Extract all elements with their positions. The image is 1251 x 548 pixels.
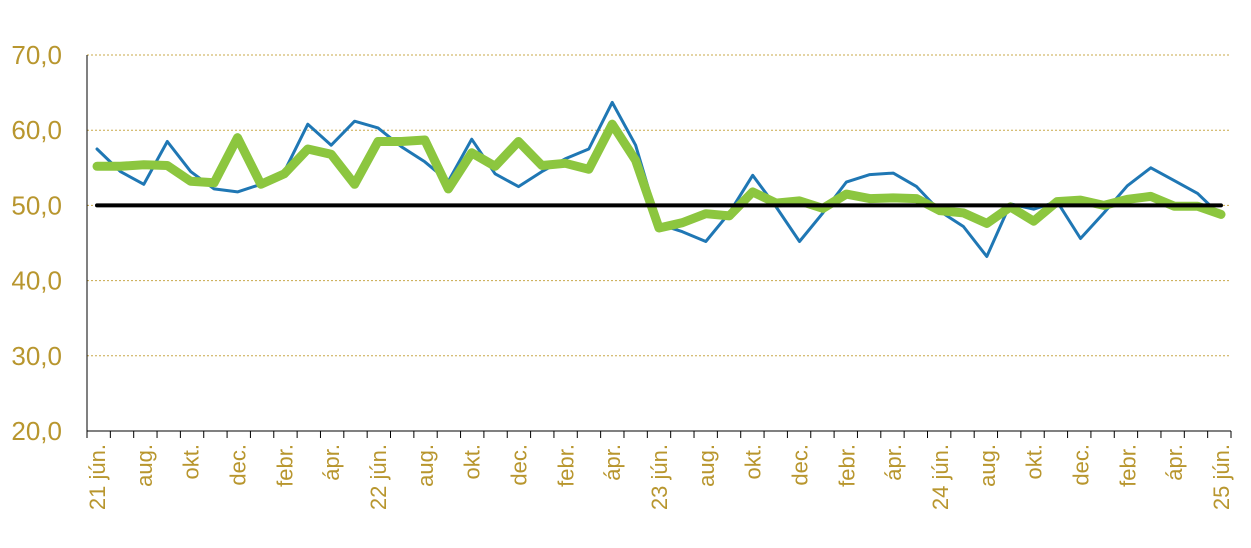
x-axis-ticks	[86, 431, 1232, 438]
x-axis-tick-labels: 21 jún. aug. okt. dec. febr. ápr. 22 jún. aug. o…	[85, 444, 1234, 510]
x-tick-label: okt.	[1022, 444, 1047, 479]
y-tick-label: 60,0	[11, 115, 62, 145]
x-tick-label: febr.	[272, 444, 297, 487]
x-tick-label: 24 jún.	[928, 444, 953, 510]
x-tick-label: febr.	[1115, 444, 1140, 487]
x-tick-label: febr.	[553, 444, 578, 487]
x-tick-label: ápr.	[1162, 444, 1187, 481]
x-tick-label: 21 jún.	[85, 444, 110, 510]
x-tick-label: dec.	[507, 444, 532, 486]
x-tick-label: 22 jún.	[366, 444, 391, 510]
x-tick-label: febr.	[834, 444, 859, 487]
x-tick-label: ápr.	[319, 444, 344, 481]
y-tick-label: 70,0	[11, 40, 62, 70]
x-tick-label: dec.	[226, 444, 251, 486]
x-tick-label: okt.	[460, 444, 485, 479]
x-tick-label: okt.	[741, 444, 766, 479]
x-tick-label: aug.	[975, 444, 1000, 487]
x-tick-label: ápr.	[881, 444, 906, 481]
y-axis-tick-labels: 20,0 30,0 40,0 50,0 60,0 70,0	[11, 40, 62, 446]
y-tick-label: 20,0	[11, 416, 62, 446]
x-tick-label: dec.	[1069, 444, 1094, 486]
x-tick-label: aug.	[413, 444, 438, 487]
series-line-green	[92, 119, 1226, 233]
series-lines	[92, 100, 1226, 258]
y-tick-label: 50,0	[11, 190, 62, 220]
y-tick-label: 30,0	[11, 341, 62, 371]
x-tick-label: 25 jún.	[1209, 444, 1234, 510]
x-tick-label: dec.	[788, 444, 813, 486]
x-tick-label: ápr.	[600, 444, 625, 481]
y-tick-label: 40,0	[11, 266, 62, 296]
x-tick-label: okt.	[179, 444, 204, 479]
x-tick-label: aug.	[132, 444, 157, 487]
x-tick-label: 23 jún.	[647, 444, 672, 510]
x-tick-label: aug.	[694, 444, 719, 487]
